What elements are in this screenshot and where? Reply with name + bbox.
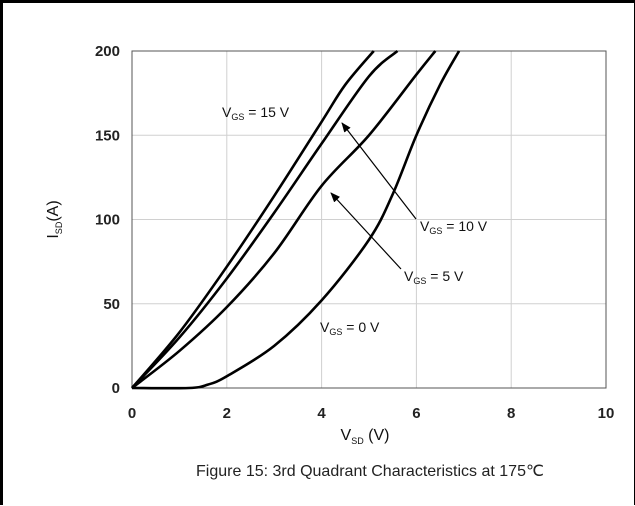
- series-line-1: [131, 49, 399, 389]
- series-line-3: [131, 50, 461, 390]
- x-axis-label: VSD (V): [341, 427, 390, 446]
- plot-area: [131, 50, 607, 389]
- y-tick-label: 100: [95, 212, 120, 229]
- x-tick-label: 4: [317, 405, 326, 422]
- arrow-vgs5: [330, 192, 402, 270]
- y-tick-label: 50: [103, 296, 120, 313]
- series-label-vgs0: VGS = 0 V: [320, 319, 380, 337]
- y-tick-label: 0: [112, 380, 120, 397]
- y-tick-label: 200: [95, 43, 120, 60]
- series-line-2: [131, 50, 437, 390]
- series-label-vgs5: VGS = 5 V: [404, 268, 464, 286]
- figure-caption: Figure 15: 3rd Quadrant Characteristics …: [196, 463, 544, 480]
- arrow-vgs10: [341, 122, 417, 220]
- series-label-vgs15: VGS = 15 V: [222, 104, 290, 122]
- y-tick-label: 150: [95, 127, 120, 144]
- x-tick-label: 6: [412, 405, 420, 422]
- series-group: [131, 49, 461, 390]
- x-tick-label: 10: [598, 405, 615, 422]
- x-tick-label: 8: [507, 405, 515, 422]
- x-tick-label: 0: [128, 405, 136, 422]
- y-axis-label: ISD(A): [45, 200, 64, 238]
- series-line-0: [131, 50, 375, 389]
- grid: [131, 50, 607, 389]
- x-tick-label: 2: [223, 405, 231, 422]
- series-label-vgs10: VGS = 10 V: [420, 218, 488, 236]
